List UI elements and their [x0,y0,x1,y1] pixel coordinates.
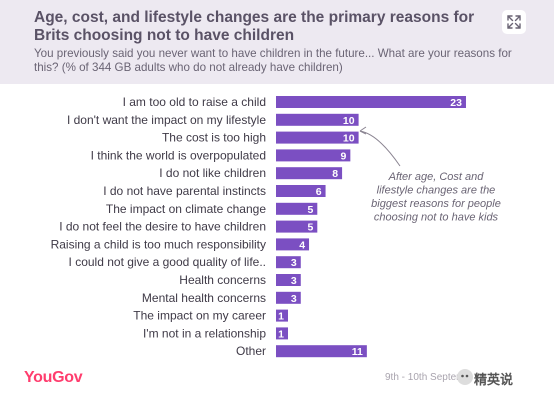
data-label: 1 [278,311,284,323]
category-label: The impact on my career [133,309,266,323]
bar-chart: I am too old to raise a child 23 I don't w… [0,84,554,362]
bar [276,185,326,197]
bar [276,291,301,304]
expand-button[interactable] [502,10,526,34]
data-label: 11 [352,346,363,358]
survey-dates: 9th - 10th Septem [385,372,465,383]
watermark-text: 精英说 [474,372,514,387]
data-label: 23 [450,97,462,109]
bar [276,327,288,340]
data-label: 3 [291,293,297,305]
data-label: 5 [307,222,313,234]
category-label: I am too old to raise a child [123,95,266,109]
bar [276,96,466,108]
bar [276,238,310,251]
bar [276,113,359,126]
bar-chart-svg: I am too old to raise a child 23 I don't w… [51,95,501,358]
category-label: Mental health concerns [142,291,266,305]
annotation-arrowhead [359,126,367,135]
category-label: Other [236,344,266,358]
data-label: 4 [299,239,305,251]
data-label: 10 [343,115,355,127]
bar [276,256,301,269]
wechat-icon [457,369,473,385]
data-label: 8 [332,168,338,180]
bar [276,220,318,233]
annotation-arrow [359,130,401,167]
category-label: The cost is too high [162,131,266,145]
category-label: I could not give a good quality of life.… [69,255,266,269]
bar [276,274,301,286]
category-label: The impact on climate change [106,202,266,216]
category-label: Raising a child is too much responsibili… [51,237,266,251]
category-label: I do not like children [159,166,266,180]
annotation-text: After age, Cost and lifestyle changes are… [371,171,501,224]
category-label: Health concerns [179,273,266,287]
footer: YouGov 9th - 10th Septem 精英说 [0,362,554,405]
category-label: I'm not in a relationship [143,326,266,340]
bar [276,345,367,358]
data-label: 6 [316,186,322,198]
header-band: Age, cost, and lifestyle changes are the… [0,0,554,84]
data-label: 1 [278,328,284,340]
category-label: I think the world is overpopulated [91,148,266,162]
bar [276,149,351,162]
category-label: I don't want the impact on my lifestyle [67,113,266,127]
bar [276,309,288,322]
expand-arrows-icon [507,15,521,29]
data-label: 10 [343,133,355,145]
bar [276,202,318,215]
category-label: I do not feel the desire to have childre… [59,220,266,234]
bar [276,167,343,180]
chart-subtitle: You previously said you never want to ha… [34,47,512,74]
category-label: I do not have parental instincts [103,184,266,198]
bar [276,131,359,144]
data-label: 3 [291,275,297,287]
data-label: 3 [291,257,297,269]
yougov-logo: YouGov [24,369,83,386]
data-label: 9 [340,150,346,162]
data-label: 5 [307,204,313,216]
chart-title: Age, cost, and lifestyle changes are the… [34,9,475,44]
